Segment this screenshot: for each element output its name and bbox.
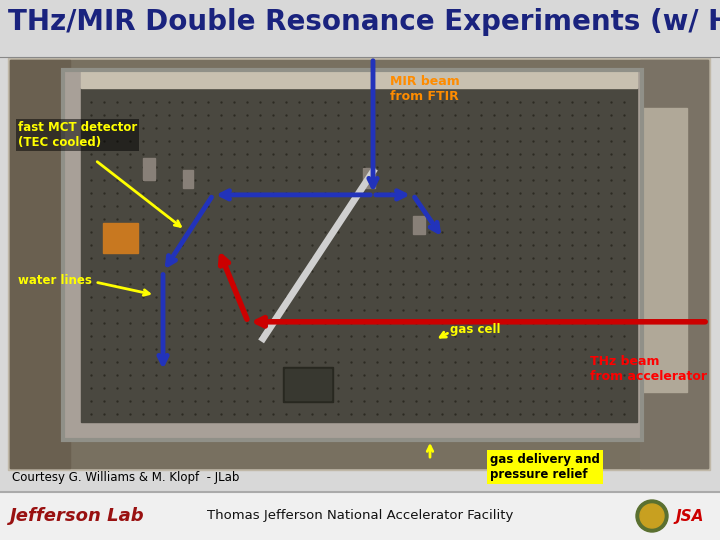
Text: gas cell: gas cell	[450, 323, 500, 336]
Bar	[143, 158, 155, 179]
Bar	[81, 70, 637, 88]
Bar	[642, 108, 687, 392]
Text: Jefferson Lab: Jefferson Lab	[10, 507, 145, 525]
Bar	[10, 60, 70, 468]
Text: THz/MIR Double Resonance Experiments (w/ H. Rutt U. Southampton: THz/MIR Double Resonance Experiments (w/…	[8, 8, 720, 36]
Bar	[283, 367, 333, 402]
Bar	[63, 70, 642, 440]
Bar	[8, 58, 710, 470]
Bar	[363, 167, 375, 187]
Text: water lines: water lines	[18, 273, 92, 287]
Bar	[0, 492, 720, 540]
Bar	[413, 217, 425, 234]
Text: THz beam
from accelerator: THz beam from accelerator	[590, 355, 707, 383]
Text: JSA: JSA	[676, 509, 704, 523]
Text: Thomas Jefferson National Accelerator Facility: Thomas Jefferson National Accelerator Fa…	[207, 510, 513, 523]
Bar	[10, 60, 708, 468]
Circle shape	[640, 504, 664, 528]
Text: gas delivery and
pressure relief: gas delivery and pressure relief	[490, 453, 600, 481]
Text: Courtesy G. Williams & M. Klopf  - JLab: Courtesy G. Williams & M. Klopf - JLab	[12, 471, 239, 484]
Text: MIR beam
from FTIR: MIR beam from FTIR	[390, 75, 460, 103]
Bar	[285, 369, 331, 400]
Text: fast MCT detector
(TEC cooled): fast MCT detector (TEC cooled)	[18, 121, 138, 149]
Bar	[63, 70, 642, 440]
Circle shape	[636, 500, 668, 532]
Bar	[183, 170, 193, 187]
Bar	[103, 224, 138, 253]
Bar	[81, 88, 637, 422]
Bar	[640, 60, 708, 468]
